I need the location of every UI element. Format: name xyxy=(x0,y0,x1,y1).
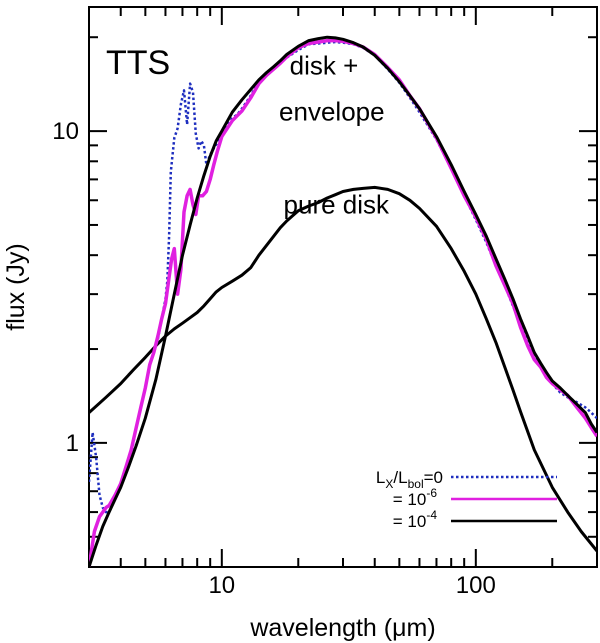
y-tick-labels: 1 10 xyxy=(52,118,79,457)
x-tick-labels: 10 100 xyxy=(208,572,495,599)
y-tick-label-1: 1 xyxy=(66,430,79,457)
legend-label-lx6: = 10-6 xyxy=(393,486,438,509)
series-line-lx4 xyxy=(89,35,597,567)
y-tick-label-10: 10 xyxy=(52,118,79,145)
panel-label: TTS xyxy=(106,44,170,82)
y-axis-label: flux (Jy) xyxy=(2,243,30,331)
x-axis-label: wavelength (μm) xyxy=(249,614,435,642)
x-tick-label-10: 10 xyxy=(208,572,235,599)
series-line-pure xyxy=(89,185,597,552)
annotation-disk-plus: disk + xyxy=(290,50,359,80)
annotation-envelope: envelope xyxy=(279,97,385,127)
legend-label-lx0: LX/Lbol=0 xyxy=(376,468,443,491)
axis-ticks xyxy=(88,7,598,568)
series-layer xyxy=(89,35,597,567)
plot-frame xyxy=(88,6,598,568)
annotation-pure-disk: pure disk xyxy=(284,189,390,219)
legend: LX/Lbol=0 = 10-6 = 10-4 xyxy=(376,468,557,531)
legend-label-lx4: = 10-4 xyxy=(393,508,438,531)
series-line-lx6 xyxy=(89,38,597,567)
x-tick-label-100: 100 xyxy=(456,572,496,599)
